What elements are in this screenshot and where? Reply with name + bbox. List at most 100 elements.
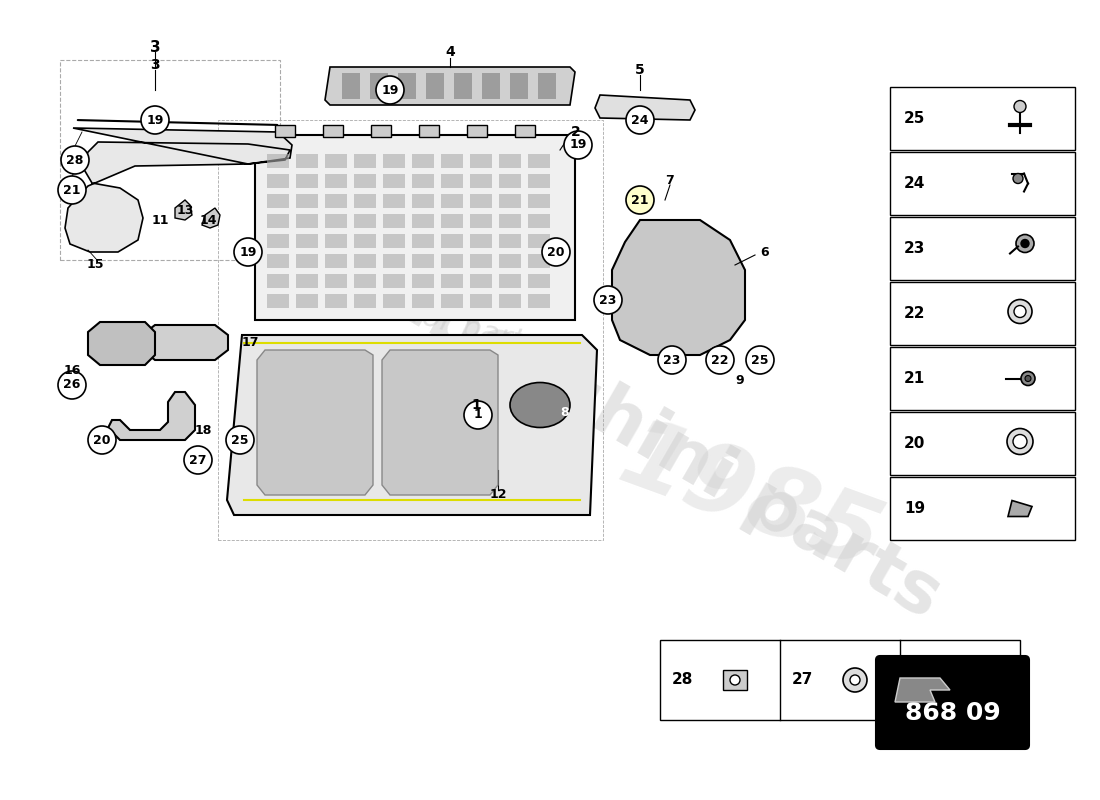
FancyBboxPatch shape bbox=[723, 670, 747, 690]
Text: 28: 28 bbox=[672, 673, 693, 687]
Circle shape bbox=[626, 186, 654, 214]
FancyBboxPatch shape bbox=[419, 125, 439, 137]
Text: 14: 14 bbox=[199, 214, 217, 226]
Text: 19: 19 bbox=[570, 138, 586, 151]
FancyBboxPatch shape bbox=[890, 282, 1075, 345]
Text: 19: 19 bbox=[382, 83, 398, 97]
Circle shape bbox=[1025, 375, 1031, 382]
Text: 20: 20 bbox=[548, 246, 564, 258]
Text: 25: 25 bbox=[751, 354, 769, 366]
Text: 1: 1 bbox=[471, 398, 481, 412]
Polygon shape bbox=[382, 350, 498, 495]
Circle shape bbox=[464, 401, 492, 429]
Text: 3: 3 bbox=[151, 58, 160, 72]
Polygon shape bbox=[1008, 501, 1032, 517]
Circle shape bbox=[1006, 429, 1033, 454]
Circle shape bbox=[850, 675, 860, 685]
Circle shape bbox=[184, 446, 212, 474]
FancyBboxPatch shape bbox=[890, 477, 1075, 540]
Circle shape bbox=[1008, 299, 1032, 323]
Ellipse shape bbox=[510, 382, 570, 427]
FancyBboxPatch shape bbox=[255, 135, 575, 320]
FancyBboxPatch shape bbox=[876, 656, 1028, 749]
Circle shape bbox=[1021, 371, 1035, 386]
Text: 6: 6 bbox=[760, 246, 769, 258]
Text: 21: 21 bbox=[904, 371, 925, 386]
Text: 3: 3 bbox=[150, 41, 161, 55]
Text: 2: 2 bbox=[571, 125, 581, 139]
Circle shape bbox=[1014, 101, 1026, 113]
Text: 21: 21 bbox=[64, 183, 80, 197]
Text: 24: 24 bbox=[904, 176, 925, 191]
Text: 15: 15 bbox=[86, 258, 103, 271]
Circle shape bbox=[58, 176, 86, 204]
Circle shape bbox=[626, 106, 654, 134]
Text: 12: 12 bbox=[490, 489, 507, 502]
FancyBboxPatch shape bbox=[275, 125, 295, 137]
FancyBboxPatch shape bbox=[515, 125, 535, 137]
Text: 4: 4 bbox=[446, 45, 455, 59]
Text: 27: 27 bbox=[792, 673, 813, 687]
Text: 19: 19 bbox=[146, 114, 164, 126]
Circle shape bbox=[746, 346, 774, 374]
Circle shape bbox=[1016, 234, 1034, 253]
FancyBboxPatch shape bbox=[323, 125, 343, 137]
Text: lamborghini parts: lamborghini parts bbox=[287, 208, 953, 632]
Text: 13: 13 bbox=[176, 203, 194, 217]
Text: 23: 23 bbox=[663, 354, 681, 366]
Circle shape bbox=[141, 106, 169, 134]
FancyBboxPatch shape bbox=[468, 125, 487, 137]
Text: 19: 19 bbox=[240, 246, 256, 258]
Text: 22: 22 bbox=[712, 354, 728, 366]
Text: 22: 22 bbox=[904, 306, 925, 321]
Text: 11: 11 bbox=[152, 214, 168, 226]
FancyBboxPatch shape bbox=[371, 125, 390, 137]
Circle shape bbox=[564, 131, 592, 159]
Polygon shape bbox=[612, 220, 745, 355]
Circle shape bbox=[542, 238, 570, 266]
Circle shape bbox=[376, 76, 404, 104]
Circle shape bbox=[234, 238, 262, 266]
Circle shape bbox=[954, 677, 960, 683]
FancyBboxPatch shape bbox=[890, 347, 1075, 410]
Circle shape bbox=[658, 346, 686, 374]
Circle shape bbox=[843, 668, 867, 692]
Circle shape bbox=[1014, 306, 1026, 318]
Circle shape bbox=[58, 371, 86, 399]
Text: 5: 5 bbox=[635, 63, 645, 77]
FancyBboxPatch shape bbox=[890, 217, 1075, 280]
Text: a passion for parts: a passion for parts bbox=[258, 259, 541, 361]
Text: 18: 18 bbox=[195, 423, 212, 437]
Circle shape bbox=[226, 426, 254, 454]
Polygon shape bbox=[324, 67, 575, 105]
Polygon shape bbox=[595, 95, 695, 120]
Circle shape bbox=[950, 673, 964, 687]
Polygon shape bbox=[202, 208, 220, 228]
Text: 26: 26 bbox=[912, 673, 934, 687]
Circle shape bbox=[1013, 434, 1027, 449]
Circle shape bbox=[88, 426, 116, 454]
Text: 17: 17 bbox=[242, 335, 260, 349]
Polygon shape bbox=[175, 200, 192, 220]
Text: 20: 20 bbox=[904, 436, 925, 451]
FancyBboxPatch shape bbox=[890, 87, 1075, 150]
Text: 1: 1 bbox=[474, 409, 483, 422]
Text: 25: 25 bbox=[904, 111, 925, 126]
Text: 19: 19 bbox=[904, 501, 925, 516]
FancyBboxPatch shape bbox=[660, 640, 1020, 720]
Polygon shape bbox=[257, 350, 373, 495]
Text: 20: 20 bbox=[94, 434, 111, 446]
Circle shape bbox=[730, 675, 740, 685]
Text: 16: 16 bbox=[64, 363, 80, 377]
Text: 9: 9 bbox=[736, 374, 745, 386]
Text: 21: 21 bbox=[631, 194, 649, 206]
Circle shape bbox=[1021, 239, 1028, 247]
Text: 23: 23 bbox=[904, 241, 925, 256]
Polygon shape bbox=[108, 392, 195, 440]
Circle shape bbox=[594, 286, 621, 314]
Text: 27: 27 bbox=[189, 454, 207, 466]
Text: 26: 26 bbox=[64, 378, 80, 391]
Circle shape bbox=[706, 346, 734, 374]
Text: 1985: 1985 bbox=[607, 410, 893, 590]
Circle shape bbox=[60, 146, 89, 174]
